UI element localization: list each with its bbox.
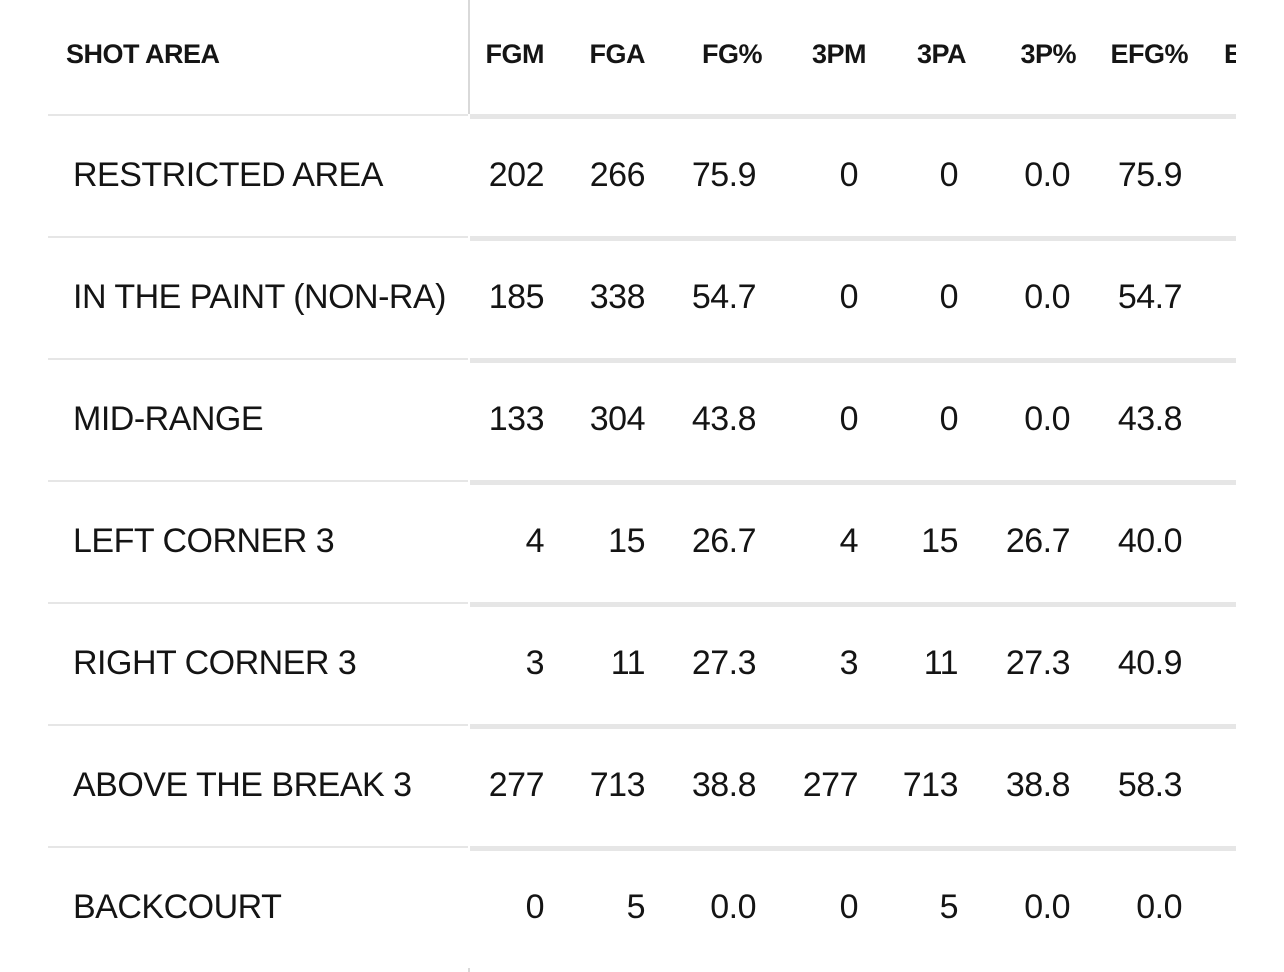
- cell-fg-pct: 38.8: [691, 765, 757, 804]
- row-label: BACKCOURT: [73, 887, 282, 926]
- cell-3pm: 0: [839, 887, 859, 926]
- cell-fga: 5: [626, 887, 646, 926]
- header-fga[interactable]: FGA: [589, 38, 646, 69]
- cell-fg-pct: 27.3: [691, 643, 757, 682]
- table-row: MID-RANGE 133 304 43.8 0 0 0.0 43.8: [48, 358, 1236, 480]
- cell-fg-pct: 75.9: [691, 155, 757, 194]
- cell-fgm: 3: [525, 643, 545, 682]
- cell-fgm: 133: [488, 399, 545, 438]
- table-row: LEFT CORNER 3 4 15 26.7 4 15 26.7 40.0: [48, 480, 1236, 602]
- cell-fgm: 202: [488, 155, 545, 194]
- cell-3p-pct: 0.0: [1024, 277, 1070, 316]
- cell-fgm: 0: [525, 887, 545, 926]
- row-label: IN THE PAINT (NON-RA): [73, 277, 446, 316]
- row-label: RESTRICTED AREA: [73, 155, 383, 194]
- cell-3p-pct: 38.8: [1005, 765, 1071, 804]
- cell-3pm: 3: [839, 643, 859, 682]
- cell-3p-pct: 0.0: [1024, 155, 1070, 194]
- table-row: BACKCOURT 0 5 0.0 0 5 0.0 0.0: [48, 846, 1236, 968]
- header-3pa[interactable]: 3PA: [916, 38, 967, 69]
- header-efg-pct[interactable]: EFG%: [1110, 38, 1188, 69]
- cell-efg-pct: 58.3: [1117, 765, 1183, 804]
- cell-3pm: 277: [802, 765, 859, 804]
- cell-3pm: 0: [839, 155, 859, 194]
- cell-3p-pct: 27.3: [1005, 643, 1071, 682]
- cell-efg-pct: 40.9: [1117, 643, 1183, 682]
- row-label: RIGHT CORNER 3: [73, 643, 357, 682]
- cell-3pa: 0: [939, 399, 959, 438]
- cell-fga: 304: [589, 399, 646, 438]
- table-row: ABOVE THE BREAK 3 277 713 38.8 277 713 3…: [48, 724, 1236, 846]
- cell-fga: 266: [589, 155, 646, 194]
- header-fgm[interactable]: FGM: [485, 38, 545, 69]
- cell-fg-pct: 0.0: [710, 887, 756, 926]
- table-row: IN THE PAINT (NON-RA) 185 338 54.7 0 0 0…: [48, 236, 1236, 358]
- cell-efg-pct: 75.9: [1117, 155, 1183, 194]
- table-row: RESTRICTED AREA 202 266 75.9 0 0 0.0 75.…: [48, 114, 1236, 236]
- cell-3pa: 5: [939, 887, 959, 926]
- cell-efg-pct: 0.0: [1136, 887, 1182, 926]
- cell-3pa: 15: [921, 521, 958, 560]
- cell-efg-pct: 43.8: [1117, 399, 1183, 438]
- header-shot-area[interactable]: SHOT AREA: [66, 38, 220, 69]
- header-fg-pct[interactable]: FG%: [701, 38, 763, 69]
- table-row: RIGHT CORNER 3 3 11 27.3 3 11 27.3 40.9: [48, 602, 1236, 724]
- cell-3pm: 0: [839, 399, 859, 438]
- cell-fg-pct: 26.7: [691, 521, 757, 560]
- row-label: LEFT CORNER 3: [73, 521, 335, 560]
- cell-3pa: 11: [923, 643, 959, 682]
- cell-3pa: 0: [939, 277, 959, 316]
- cell-3p-pct: 26.7: [1005, 521, 1071, 560]
- header-3pm[interactable]: 3PM: [811, 38, 867, 69]
- table-header-row: SHOT AREA FGM FGA FG% 3PM 3PA 3P% EFG% E: [48, 0, 1236, 112]
- cell-fg-pct: 43.8: [691, 399, 757, 438]
- cell-3pm: 4: [839, 521, 859, 560]
- cell-fga: 713: [589, 765, 646, 804]
- cell-3p-pct: 0.0: [1024, 887, 1070, 926]
- cell-fga: 15: [608, 521, 645, 560]
- cell-3pa: 0: [939, 155, 959, 194]
- shot-area-stats-table: SHOT AREA FGM FGA FG% 3PM 3PA 3P% EFG% E…: [48, 0, 1236, 972]
- row-label: MID-RANGE: [73, 399, 264, 438]
- cell-3pm: 0: [839, 277, 859, 316]
- cell-fgm: 4: [525, 521, 545, 560]
- cell-fg-pct: 54.7: [691, 277, 757, 316]
- cell-efg-pct: 54.7: [1117, 277, 1183, 316]
- cell-fga: 11: [610, 643, 646, 682]
- header-next-column-truncated[interactable]: E: [1224, 38, 1236, 69]
- cell-3p-pct: 0.0: [1024, 399, 1070, 438]
- cell-fga: 338: [589, 277, 646, 316]
- cell-fgm: 277: [488, 765, 545, 804]
- cell-efg-pct: 40.0: [1117, 521, 1183, 560]
- row-label: ABOVE THE BREAK 3: [73, 765, 412, 804]
- cell-3pa: 713: [902, 765, 959, 804]
- header-3p-pct[interactable]: 3P%: [1020, 38, 1076, 69]
- cell-fgm: 185: [488, 277, 545, 316]
